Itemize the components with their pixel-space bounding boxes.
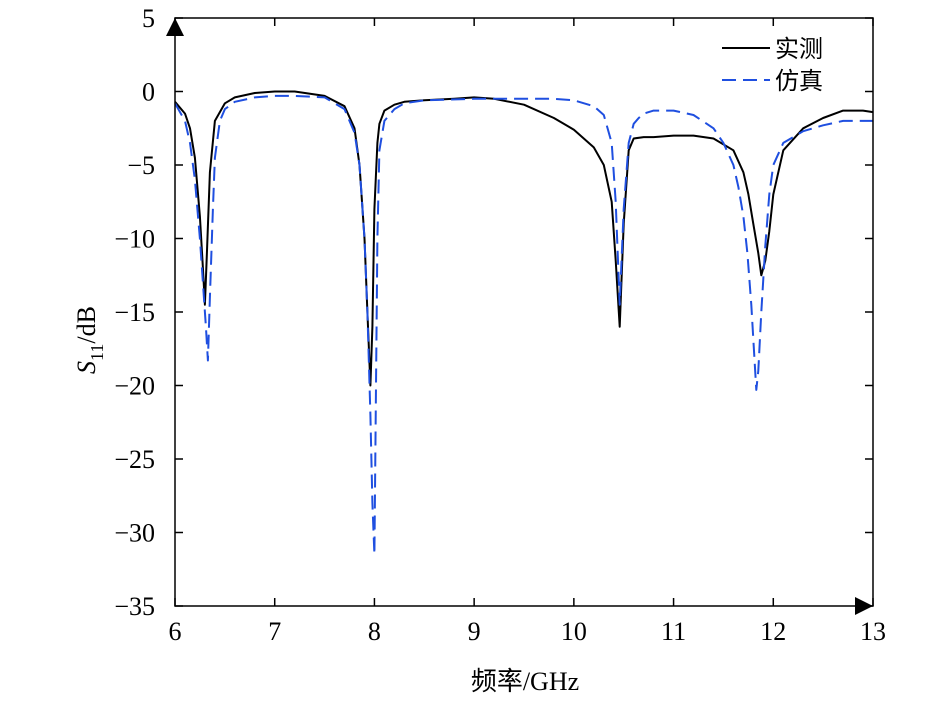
- series-line-measured: [174, 90, 874, 387]
- x-tick-label: 10: [561, 617, 587, 646]
- x-tick-label: 13: [860, 617, 886, 646]
- y-tick-label: −35: [114, 592, 155, 621]
- y-axis-label-main: S: [72, 361, 101, 374]
- x-tick-label: 9: [468, 617, 481, 646]
- x-axis-label: 频率/GHz: [471, 667, 579, 696]
- x-tick-label: 7: [268, 617, 281, 646]
- y-tick-label: −20: [114, 372, 155, 401]
- series-line-simulated: [174, 94, 873, 556]
- legend-label-simulated: 仿真: [775, 67, 823, 95]
- axes: [166, 17, 874, 615]
- y-tick-label: 5: [142, 4, 155, 33]
- y-tick-label: 0: [142, 78, 155, 107]
- y-tick-label: −25: [114, 445, 155, 474]
- x-tick-label: 12: [760, 617, 786, 646]
- y-tick-label: −5: [127, 151, 155, 180]
- y-tick-label: −10: [114, 225, 155, 254]
- y-axis-label-unit: /dB: [72, 306, 101, 344]
- series-layer: [174, 90, 874, 556]
- y-axis-label: S11/dB: [72, 306, 107, 374]
- plot-frame: [174, 17, 874, 607]
- x-axis-arrow: [855, 597, 873, 615]
- y-tick-label: −30: [114, 519, 155, 548]
- x-tick-label: 8: [368, 617, 381, 646]
- legend: 实测 仿真: [722, 35, 823, 95]
- x-tick-label: 11: [661, 617, 686, 646]
- y-axis-arrow: [166, 18, 184, 36]
- y-axis-label-sub: 11: [87, 344, 107, 361]
- tick-labels: 6 7 8 9 10 11 12 13 5 0 −5 −10 −15 −20 −25 −30 −35: [114, 4, 886, 646]
- y-tick-label: −15: [114, 298, 155, 327]
- legend-label-measured: 实测: [775, 35, 823, 63]
- x-tick-label: 6: [169, 617, 182, 646]
